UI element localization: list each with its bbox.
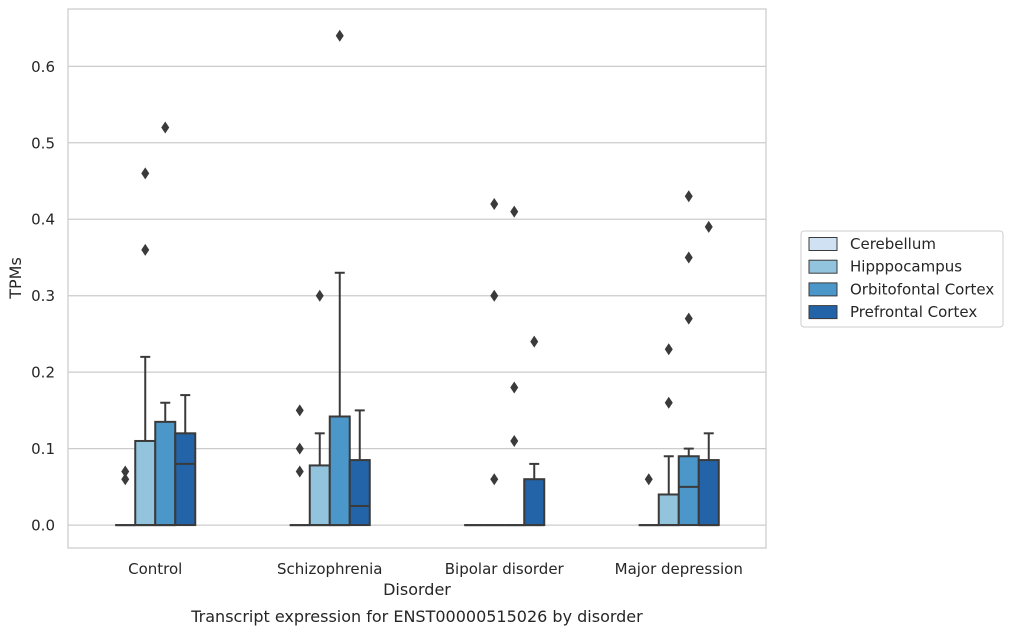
outlier-point bbox=[490, 289, 499, 302]
x-axis-ticks: Control Schizophrenia Bipolar disorder Majo… bbox=[128, 560, 743, 578]
outlier-point bbox=[490, 197, 499, 210]
y-axis-label: TPMs bbox=[6, 257, 25, 300]
box-body bbox=[523, 478, 546, 527]
box-body bbox=[308, 464, 331, 527]
box-orbitofontal-cortex bbox=[677, 190, 700, 527]
legend-item: Prefrontal Cortex bbox=[808, 303, 977, 321]
outlier-point bbox=[704, 220, 713, 233]
legend-swatch bbox=[808, 259, 838, 274]
y-tick-label: 0.0 bbox=[31, 517, 55, 535]
box-hipppocampus bbox=[308, 289, 331, 527]
outlier-point bbox=[295, 442, 304, 455]
box-body bbox=[348, 459, 371, 527]
outlier-point bbox=[510, 381, 519, 394]
box-cerebellum bbox=[638, 473, 659, 527]
outlier-point bbox=[490, 473, 499, 486]
legend: Cerebellum Hipppocampus Orbitofontal Corte… bbox=[800, 230, 1004, 328]
outlier-point bbox=[510, 434, 519, 447]
y-tick-label: 0.5 bbox=[31, 134, 55, 152]
box-body bbox=[154, 420, 177, 527]
outlier-point bbox=[121, 473, 130, 486]
legend-item: Cerebellum bbox=[808, 235, 936, 253]
y-tick-label: 0.3 bbox=[31, 287, 55, 305]
outlier-point bbox=[161, 121, 170, 134]
outlier-point bbox=[510, 205, 519, 218]
outlier-point bbox=[664, 343, 673, 356]
y-axis-ticks: 0.0 0.1 0.2 0.3 0.4 0.5 0.6 bbox=[31, 58, 55, 535]
outlier-point bbox=[141, 243, 150, 256]
legend-item: Hipppocampus bbox=[808, 258, 962, 276]
box-body bbox=[697, 459, 720, 527]
box-body bbox=[134, 439, 157, 527]
legend-frame bbox=[800, 230, 1004, 328]
x-tick-label: Major depression bbox=[615, 560, 743, 578]
x-tick-label: Control bbox=[128, 560, 182, 578]
box-body bbox=[657, 493, 680, 527]
series-cerebellum bbox=[115, 404, 659, 527]
chart-caption: Transcript expression for ENST0000051502… bbox=[190, 607, 643, 626]
legend-label: Orbitofontal Cortex bbox=[850, 280, 994, 298]
box-cerebellum bbox=[115, 465, 136, 527]
x-tick-label: Schizophrenia bbox=[277, 560, 382, 578]
box-series bbox=[115, 29, 720, 527]
outlier-point bbox=[121, 465, 130, 478]
outlier-point bbox=[335, 29, 344, 42]
box-body bbox=[677, 455, 700, 527]
legend-label: Prefrontal Cortex bbox=[850, 303, 977, 321]
plot-area-frame bbox=[67, 8, 767, 549]
outlier-point bbox=[295, 465, 304, 478]
outlier-point bbox=[684, 190, 693, 203]
box-prefrontal-cortex bbox=[523, 335, 546, 527]
legend-swatch bbox=[808, 237, 838, 251]
series-prefrontal-cortex bbox=[174, 220, 720, 527]
box-orbitofontal-cortex bbox=[504, 205, 525, 527]
box-prefrontal-cortex bbox=[174, 394, 197, 527]
box-prefrontal-cortex bbox=[697, 220, 720, 527]
outlier-point bbox=[315, 289, 324, 302]
box-hipppocampus bbox=[484, 197, 505, 527]
x-axis-label: Disorder bbox=[383, 580, 451, 599]
series-hipppocampus bbox=[134, 167, 680, 527]
box-prefrontal-cortex bbox=[348, 409, 371, 527]
legend-label: Cerebellum bbox=[850, 235, 936, 253]
y-tick-label: 0.1 bbox=[31, 440, 55, 458]
outlier-point bbox=[684, 312, 693, 325]
legend-swatch bbox=[808, 282, 838, 297]
outlier-point bbox=[644, 473, 653, 486]
outlier-point bbox=[530, 335, 539, 348]
outlier-point bbox=[664, 396, 673, 409]
series-orbitofontal-cortex bbox=[154, 29, 700, 527]
box-cerebellum bbox=[289, 404, 310, 527]
legend-item: Orbitofontal Cortex bbox=[808, 280, 994, 298]
outlier-point bbox=[684, 251, 693, 264]
x-tick-label: Bipolar disorder bbox=[445, 560, 565, 578]
y-tick-label: 0.6 bbox=[31, 58, 55, 76]
outlier-point bbox=[141, 167, 150, 180]
legend-swatch bbox=[808, 305, 838, 320]
y-tick-label: 0.2 bbox=[31, 364, 55, 382]
outlier-point bbox=[295, 404, 304, 417]
y-tick-label: 0.4 bbox=[31, 211, 55, 229]
box-body bbox=[174, 432, 197, 527]
box-body bbox=[328, 415, 351, 527]
legend-label: Hipppocampus bbox=[850, 258, 962, 276]
